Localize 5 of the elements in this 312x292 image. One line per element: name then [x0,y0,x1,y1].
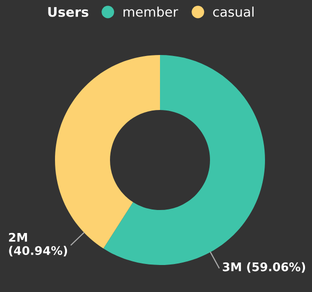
legend-label: casual [213,6,254,17]
data-label: 3M (59.06%) [222,262,306,273]
legend-title: Users [48,7,88,17]
legend-label: member [124,6,178,17]
data-label: 2M (40.94%) [9,232,68,256]
